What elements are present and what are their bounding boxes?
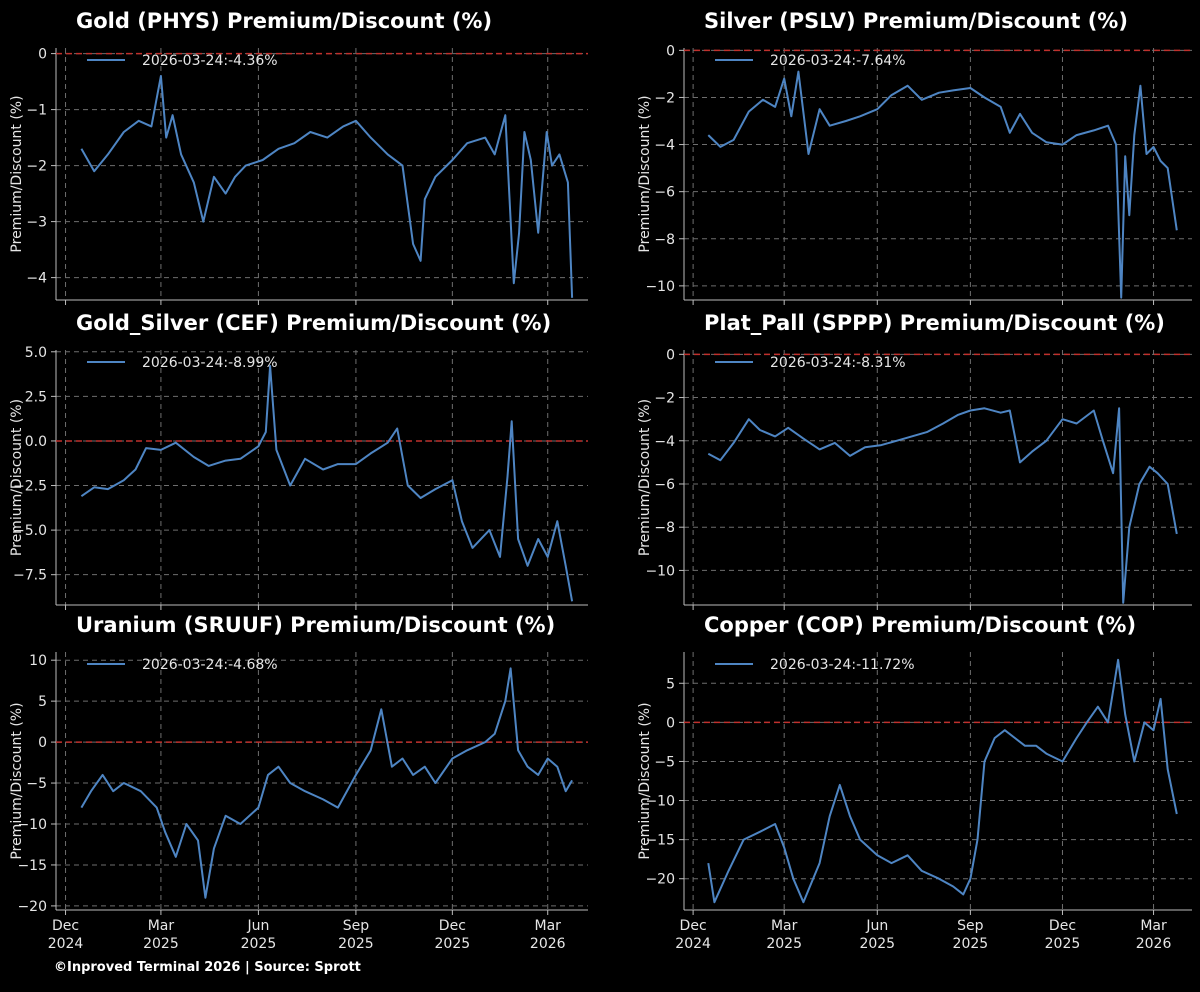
chart-panel-3: Gold_Silver (CEF) Premium/Discount (%) 5.…: [9, 311, 588, 610]
x-tick-label: 2025: [766, 936, 802, 952]
premium-discount-series-line: [707, 70, 1178, 299]
chart-title: Uranium (SRUUF) Premium/Discount (%): [76, 613, 555, 637]
chart-panel-6: Copper (COP) Premium/Discount (%) Dec 2024…: [637, 613, 1192, 952]
x-tick-label: 2024: [675, 936, 711, 952]
y-tick-label: −6: [654, 477, 675, 493]
y-tick-label: 0: [666, 43, 675, 59]
premium-discount-series-line: [80, 365, 574, 602]
x-tick-label: Jun: [865, 918, 888, 934]
x-tick-label: Dec: [1049, 918, 1076, 934]
y-tick-label: −10: [17, 817, 47, 833]
y-axis-label: Premium/Discount (%): [637, 399, 653, 556]
chart-title: Silver (PSLV) Premium/Discount (%): [704, 9, 1128, 33]
y-axis-label: Premium/Discount (%): [9, 702, 25, 859]
x-tick-label: Mar: [148, 918, 175, 934]
y-axis-label: Premium/Discount (%): [637, 702, 653, 859]
premium-discount-series-line: [707, 658, 1178, 904]
y-tick-label: −2: [26, 159, 47, 175]
legend-entry: 2026-03-24:-8.99%: [142, 355, 278, 371]
legend-entry: 2026-03-24:-11.72%: [770, 657, 915, 673]
y-tick-label: −10: [645, 279, 675, 295]
y-tick-label: −20: [17, 899, 47, 915]
y-tick-label: 0: [666, 347, 675, 363]
x-tick-label: Sep: [957, 918, 984, 934]
x-tick-label: Sep: [343, 918, 370, 934]
chart-title: Gold_Silver (CEF) Premium/Discount (%): [76, 311, 551, 335]
y-tick-label: −10: [645, 563, 675, 579]
y-tick-label: 10: [29, 653, 47, 669]
y-tick-label: 2.5: [25, 389, 47, 405]
premium-discount-series-line: [80, 667, 573, 899]
premium-discount-series-line: [80, 75, 574, 298]
chart-panel-1: Gold (PHYS) Premium/Discount (%) 0 −1 −2 −3 −…: [9, 9, 588, 305]
chart-title: Gold (PHYS) Premium/Discount (%): [76, 9, 492, 33]
x-tick-label: Dec: [680, 918, 707, 934]
chart-panel-2: Silver (PSLV) Premium/Discount (%) 0 −2 −4 −…: [637, 9, 1192, 305]
y-tick-label: 5: [666, 676, 675, 692]
y-tick-label: −4: [654, 434, 675, 450]
y-tick-label: −4: [654, 138, 675, 154]
x-tick-label: Dec: [52, 918, 79, 934]
x-tick-label: 2025: [435, 936, 471, 952]
y-tick-label: 0: [666, 715, 675, 731]
y-axis-label: Premium/Discount (%): [9, 399, 25, 556]
legend-entry: 2026-03-24:-7.64%: [770, 53, 906, 69]
y-tick-label: −5: [26, 776, 47, 792]
chart-title: Plat_Pall (SPPP) Premium/Discount (%): [704, 311, 1165, 335]
x-tick-label: 2025: [1045, 936, 1081, 952]
y-tick-label: −15: [17, 858, 47, 874]
chart-panel-5: Uranium (SRUUF) Premium/Discount (%) Dec 2…: [9, 613, 588, 952]
y-tick-label: 0.0: [25, 434, 47, 450]
chart-panel-4: Plat_Pall (SPPP) Premium/Discount (%) 0 −2…: [637, 311, 1192, 610]
x-tick-label: 2024: [48, 936, 84, 952]
y-tick-label: −7.5: [13, 568, 47, 584]
y-tick-label: −5: [654, 754, 675, 770]
y-axis-label: Premium/Discount (%): [9, 95, 25, 252]
x-tick-label: 2025: [241, 936, 277, 952]
y-tick-label: 5.0: [25, 345, 47, 361]
x-tick-label: 2025: [953, 936, 989, 952]
legend-entry: 2026-03-24:-4.36%: [142, 53, 278, 69]
y-tick-label: −6: [654, 185, 675, 201]
x-tick-label: Dec: [439, 918, 466, 934]
premium-discount-series-line: [707, 407, 1178, 604]
y-tick-label: −8: [654, 232, 675, 248]
y-tick-label: −2.5: [13, 479, 47, 495]
x-tick-label: 2025: [859, 936, 895, 952]
y-tick-label: 0: [38, 47, 47, 63]
y-tick-label: −8: [654, 520, 675, 536]
x-tick-label: 2026: [1136, 936, 1172, 952]
y-tick-label: −1: [26, 103, 47, 119]
x-tick-label: Mar: [535, 918, 562, 934]
legend-entry: 2026-03-24:-4.68%: [142, 657, 278, 673]
chart-title: Copper (COP) Premium/Discount (%): [704, 613, 1136, 637]
x-tick-label: Mar: [1140, 918, 1167, 934]
y-tick-label: −2: [654, 90, 675, 106]
y-axis-label: Premium/Discount (%): [637, 95, 653, 252]
y-tick-label: −10: [645, 794, 675, 810]
y-tick-label: −5.0: [13, 523, 47, 539]
y-tick-label: −3: [26, 215, 47, 231]
y-tick-label: −15: [645, 833, 675, 849]
x-tick-label: 2025: [338, 936, 374, 952]
y-tick-label: 5: [38, 694, 47, 710]
x-tick-label: 2025: [143, 936, 179, 952]
legend-entry: 2026-03-24:-8.31%: [770, 355, 906, 371]
x-tick-label: Jun: [246, 918, 269, 934]
y-tick-label: −20: [645, 872, 675, 888]
x-tick-label: Mar: [771, 918, 798, 934]
y-tick-label: −2: [654, 391, 675, 407]
source-footer: ©Inproved Terminal 2026 | Source: Sprott: [54, 960, 361, 975]
x-tick-label: 2026: [530, 936, 566, 952]
y-tick-label: −4: [26, 271, 47, 287]
y-tick-label: 0: [38, 735, 47, 751]
